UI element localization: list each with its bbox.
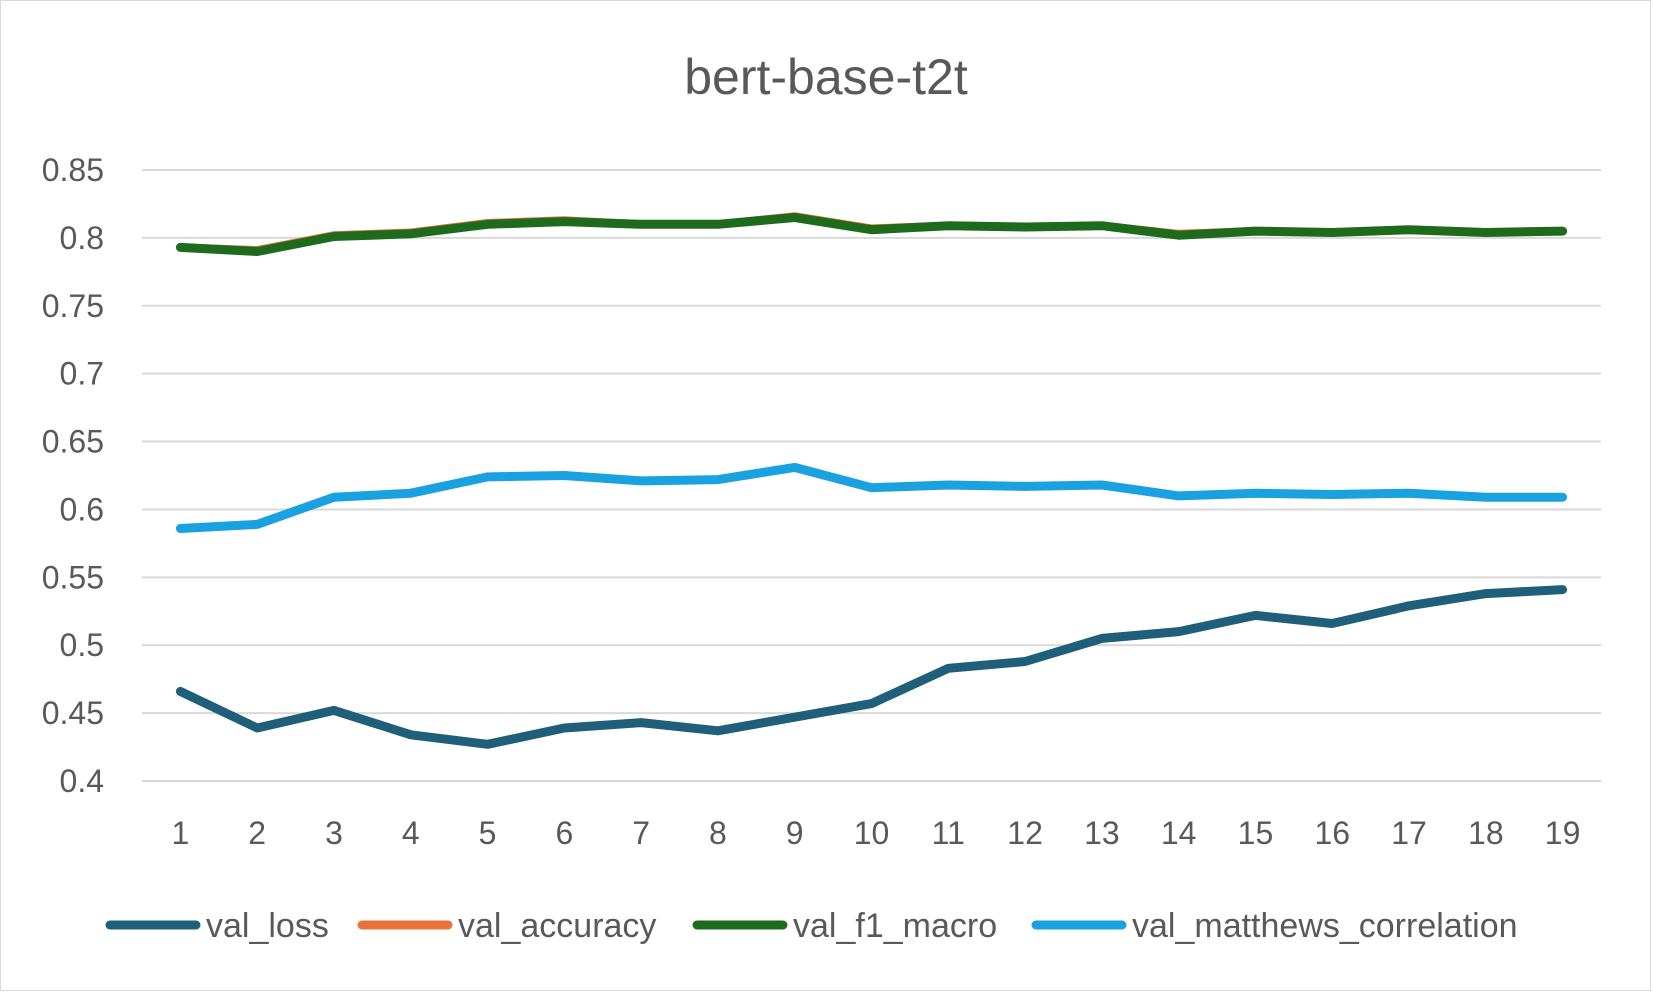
- legend-item-val-f1-macro: val_f1_macro: [692, 907, 997, 945]
- y-tick-label: 0.4: [60, 763, 104, 799]
- grid-lines: [142, 169, 1601, 782]
- x-tick-label: 8: [709, 815, 727, 851]
- series-lines: [175, 212, 1568, 749]
- x-tick-label: 6: [555, 815, 573, 851]
- y-tick-label: 0.5: [60, 627, 104, 663]
- y-tick-label: 0.75: [42, 288, 104, 324]
- x-tick-label: 5: [479, 815, 497, 851]
- legend-item-val-matthews-correlation: val_matthews_correlation: [1031, 907, 1518, 945]
- x-tick-label: 13: [1084, 815, 1120, 851]
- x-tick-label: 11: [932, 815, 965, 851]
- y-tick-label: 0.45: [42, 695, 104, 731]
- x-tick-label: 12: [1007, 815, 1043, 851]
- x-tick-label: 17: [1391, 815, 1427, 851]
- series-line-val-matthews-correlation: [175, 462, 1568, 533]
- x-tick-label: 7: [632, 815, 650, 851]
- chart-title: bert-base-t2t: [684, 49, 968, 105]
- legend-label: val_f1_macro: [793, 907, 997, 945]
- x-axis: 1 2 3 4 5 6 7 8 9 10 11 12 13 14 15 16 17 18 19: [171, 815, 1580, 851]
- y-axis: 0.4 0.45 0.5 0.55 0.6 0.65 0.7 0.75 0.8 0.85: [42, 152, 104, 799]
- legend: val_loss val_accuracy val_f1_macro val_matt…: [105, 907, 1518, 945]
- y-tick-label: 0.65: [42, 424, 104, 460]
- legend-label: val_matthews_correlation: [1132, 907, 1518, 945]
- y-tick-label: 0.6: [60, 491, 104, 527]
- series-line-val-f1-macro: [175, 213, 1568, 256]
- y-tick-label: 0.85: [42, 152, 104, 188]
- x-tick-label: 9: [786, 815, 804, 851]
- x-tick-label: 3: [325, 815, 343, 851]
- x-tick-label: 14: [1161, 815, 1197, 851]
- x-tick-label: 18: [1468, 815, 1504, 851]
- y-tick-label: 0.7: [60, 356, 104, 392]
- y-tick-label: 0.8: [60, 220, 104, 256]
- x-tick-label: 10: [854, 815, 890, 851]
- legend-label: val_loss: [206, 907, 329, 945]
- x-tick-label: 16: [1314, 815, 1350, 851]
- series-line-val-loss: [175, 585, 1568, 749]
- y-tick-label: 0.55: [42, 559, 104, 595]
- legend-label: val_accuracy: [458, 907, 656, 945]
- x-tick-label: 15: [1238, 815, 1274, 851]
- x-tick-label: 1: [171, 815, 189, 851]
- x-tick-label: 2: [248, 815, 266, 851]
- x-tick-label: 19: [1545, 815, 1581, 851]
- legend-item-val-accuracy: val_accuracy: [357, 907, 656, 945]
- x-tick-label: 4: [402, 815, 420, 851]
- legend-item-val-loss: val_loss: [105, 907, 329, 945]
